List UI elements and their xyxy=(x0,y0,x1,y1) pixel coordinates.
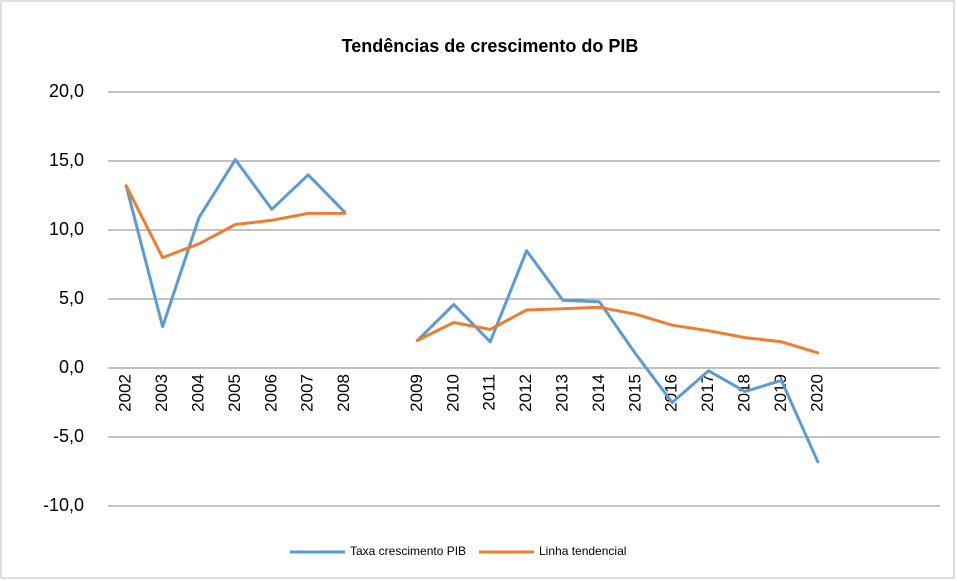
x-tick-label: 2008 xyxy=(334,374,353,412)
x-tick-label: 2007 xyxy=(298,374,317,412)
x-tick-label: 2016 xyxy=(662,374,681,412)
x-tick-label: 2013 xyxy=(552,374,571,412)
x-tick-label: 2020 xyxy=(807,374,826,412)
x-tick-label: 2011 xyxy=(480,374,499,411)
y-tick-label: 0,0 xyxy=(59,357,84,377)
legend-label: Linha tendencial xyxy=(539,544,626,558)
x-tick-label: 2012 xyxy=(516,374,535,412)
chart-title: Tendências de crescimento do PIB xyxy=(342,36,639,56)
x-tick-label: 2005 xyxy=(225,374,244,412)
x-tick-label: 2015 xyxy=(625,374,644,412)
legend-label: Taxa crescimento PIB xyxy=(350,544,466,558)
y-tick-label: 10,0 xyxy=(49,219,84,239)
series-line xyxy=(124,184,820,355)
x-tick-label: 2018 xyxy=(734,374,753,412)
y-tick-label: 5,0 xyxy=(59,288,84,308)
y-tick-label: 20,0 xyxy=(49,81,84,101)
x-tick-label: 2017 xyxy=(698,374,717,412)
x-tick-label: 2002 xyxy=(116,374,135,412)
y-tick-label: 15,0 xyxy=(49,150,84,170)
series-line xyxy=(124,158,820,464)
x-tick-label: 2006 xyxy=(261,374,280,412)
x-tick-label: 2003 xyxy=(152,374,171,412)
y-tick-label: -10,0 xyxy=(43,495,84,515)
y-tick-label: -5,0 xyxy=(53,426,84,446)
x-tick-label: 2010 xyxy=(443,374,462,412)
x-tick-label: 2009 xyxy=(407,374,426,412)
x-tick-label: 2004 xyxy=(188,374,207,412)
x-tick-label: 2014 xyxy=(589,374,608,412)
